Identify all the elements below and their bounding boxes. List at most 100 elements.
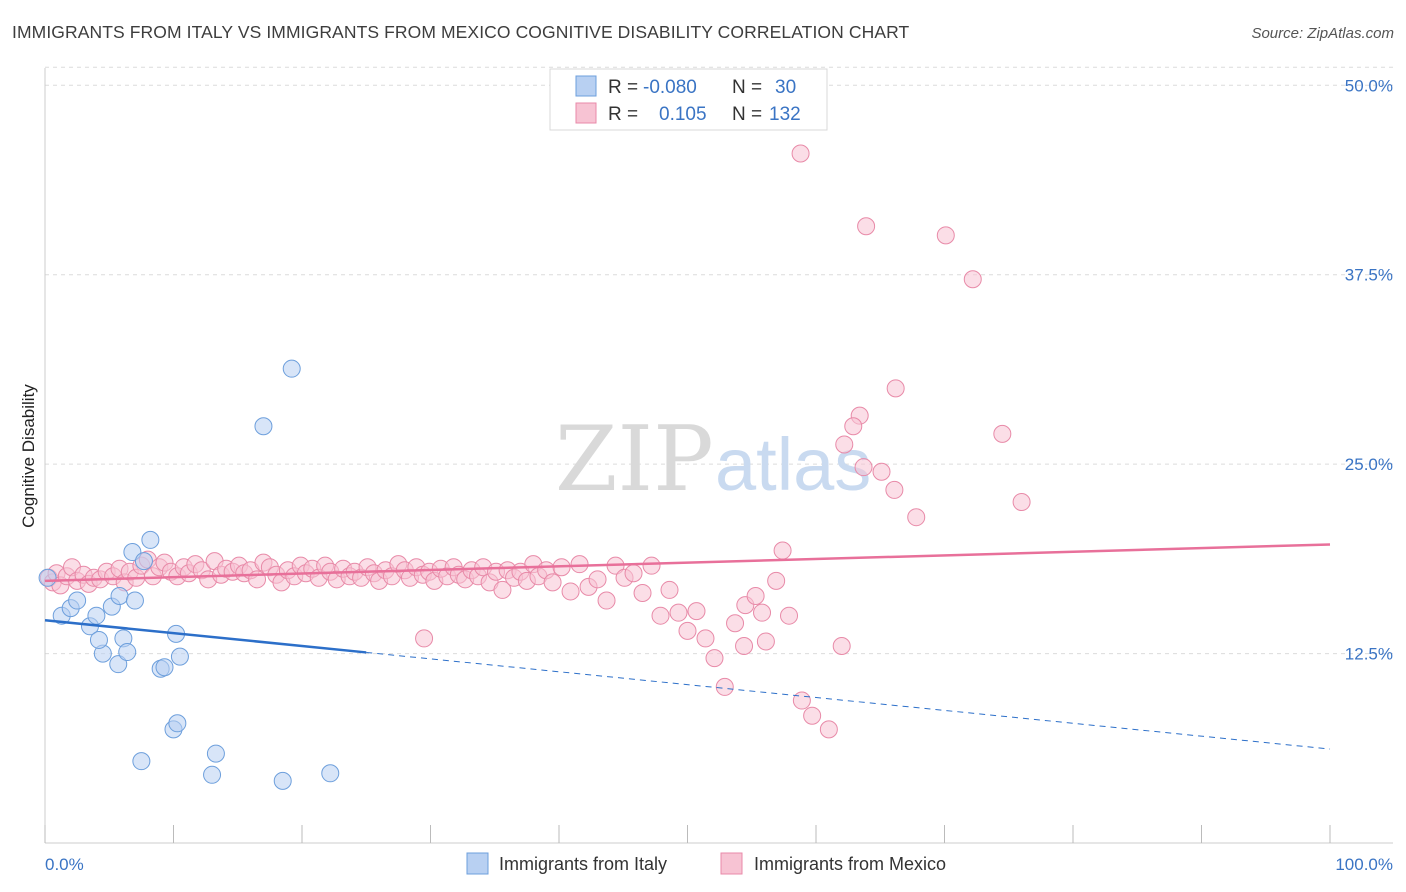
legend-swatch-italy (575, 75, 597, 97)
legend-r-value-mexico: 0.105 (659, 104, 707, 125)
mexico-point-110 (792, 691, 811, 710)
italy-point-12 (118, 643, 137, 662)
mexico-point-84 (543, 573, 562, 592)
mexico-point-115 (872, 462, 891, 481)
italy-point-5 (87, 606, 106, 625)
mexico-point-100 (687, 602, 706, 621)
mexico-point-122 (791, 144, 810, 163)
mexico-point-90 (597, 591, 616, 610)
y-axis-title: Cognitive Disability (19, 384, 38, 528)
mexico-point-108 (767, 571, 786, 590)
mexico-point-102 (705, 649, 724, 668)
y-tick-label-1: 25.0% (1345, 455, 1393, 474)
mexico-point-127 (1012, 493, 1031, 512)
mexico-point-126 (993, 424, 1012, 443)
italy-trend-line (44, 618, 367, 654)
mexico-point-116 (885, 480, 904, 499)
italy-point-18 (155, 658, 174, 677)
axes (44, 68, 1393, 844)
legend-n-value-italy: 30 (775, 77, 796, 98)
mexico-point-120 (844, 417, 863, 436)
italy-point-24 (206, 744, 225, 763)
italy-point-28 (282, 359, 301, 378)
italy-point-16 (141, 530, 160, 549)
mexico-point-113 (832, 637, 851, 655)
italy-point-25 (203, 765, 222, 784)
mexico-point-128 (773, 541, 792, 560)
mexico-point-76 (493, 580, 512, 599)
legend-n-label-italy: N = (732, 77, 762, 98)
mexico-point-129 (415, 629, 434, 648)
mexico-point-95 (642, 556, 661, 575)
watermark-atlas: atlas (715, 423, 871, 506)
legend-n-label-mexico: N = (732, 104, 762, 125)
mexico-point-93 (624, 564, 643, 583)
legend-r-label-mexico: R = (608, 104, 638, 125)
series-legend-swatch-mexico (720, 852, 743, 875)
legend-r-value-italy: -0.080 (643, 77, 697, 98)
mexico-point-94 (633, 583, 652, 602)
italy-point-27 (254, 417, 273, 436)
italy-point-9 (89, 630, 108, 649)
mexico-point-103 (715, 677, 734, 696)
italy-point-11 (109, 655, 128, 674)
mexico-point-107 (756, 632, 775, 651)
mexico-point-99 (678, 621, 697, 640)
mexico-point-124 (936, 226, 955, 245)
mexico-point-125 (963, 270, 982, 289)
series-legend-label-mexico: Immigrants from Mexico (754, 854, 946, 874)
mexico-point-117 (907, 508, 926, 527)
series-legend: Immigrants from Italy Immigrants from Me… (466, 852, 946, 875)
mexico-point-86 (561, 582, 580, 601)
mexico-point-101 (696, 629, 715, 648)
mexico-point-104 (726, 614, 745, 633)
mexico-point-123 (857, 217, 876, 236)
watermark-zip: ZIP (555, 407, 714, 512)
mexico-point-111 (803, 706, 822, 725)
chart-source: Source: ZipAtlas.com (1251, 25, 1394, 42)
x-tick-label-1: 100.0% (1335, 855, 1393, 874)
italy-trend-line-extension (366, 651, 1331, 750)
mexico-point-109 (780, 606, 799, 625)
mexico-point-36 (248, 570, 267, 589)
mexico-point-118 (886, 379, 905, 398)
chart-title: IMMIGRANTS FROM ITALY VS IMMIGRANTS FROM… (12, 22, 910, 42)
italy-point-26 (273, 771, 292, 790)
mexico-point-96 (651, 606, 670, 625)
mexico-point-112 (819, 720, 838, 739)
italy-point-20 (170, 647, 189, 666)
mexico-point-130 (753, 603, 772, 622)
y-tick-labels: 12.5% 25.0% 37.5% 50.0% (1345, 76, 1393, 663)
series-legend-label-italy: Immigrants from Italy (499, 854, 667, 874)
x-tick-label-0: 0.0% (45, 855, 84, 874)
italy-point-29 (321, 764, 340, 783)
watermark: ZIP atlas (555, 407, 871, 512)
italy-point-7 (110, 586, 129, 605)
legend-n-value-mexico: 132 (769, 104, 801, 125)
legend-r-label-italy: R = (608, 77, 638, 98)
x-tick-labels: 0.0% 100.0% (45, 855, 1393, 874)
italy-point-15 (134, 552, 153, 571)
mexico-point-114 (854, 458, 873, 477)
y-tick-label-2: 37.5% (1345, 266, 1393, 285)
mexico-trend-line (44, 543, 1331, 583)
italy-point-23 (132, 752, 151, 771)
trend-lines (44, 543, 1331, 750)
series-legend-swatch-italy (466, 852, 489, 875)
mexico-point-97 (660, 580, 679, 599)
italy-point-13 (125, 591, 144, 610)
italy-point-0 (38, 568, 57, 587)
mexico-point-87 (570, 555, 589, 574)
mexico-point-98 (669, 603, 688, 622)
mexico-point-89 (588, 570, 607, 589)
data-points (38, 144, 1031, 790)
y-tick-label-0: 12.5% (1345, 645, 1393, 664)
mexico-point-121 (835, 435, 854, 454)
correlation-legend: R = -0.080 N = 30 R = 0.105 N = 132 (549, 68, 828, 131)
italy-point-22 (168, 714, 187, 733)
mexico-point-106 (746, 586, 765, 605)
y-tick-label-3: 50.0% (1345, 76, 1393, 95)
mexico-point-131 (735, 637, 754, 655)
italy-point-3 (68, 591, 87, 610)
